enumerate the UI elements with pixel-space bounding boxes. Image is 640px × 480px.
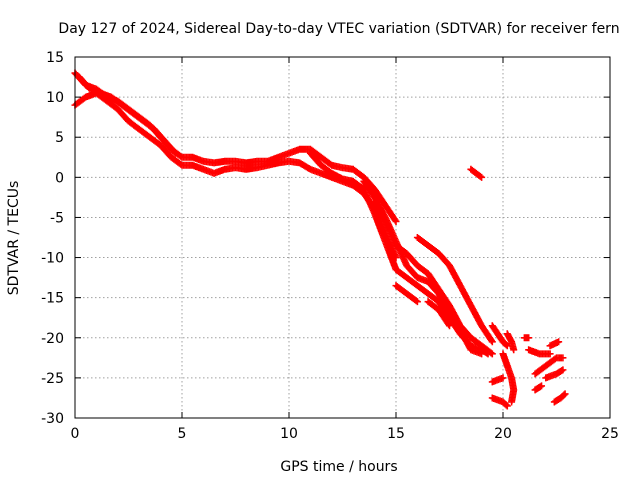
data-point [445,320,453,328]
plot-frame [74,56,611,419]
data-point [446,322,453,330]
data-point [561,390,569,398]
data-point [558,367,566,375]
data-point [499,374,507,382]
data-point [478,173,486,181]
x-tick-label: 20 [494,426,512,442]
y-tick-label: -20 [41,331,64,347]
data-point [502,401,510,409]
data-point [487,349,495,357]
data-point [525,334,533,342]
y-tick-label: -25 [41,371,64,387]
data-point [413,298,421,306]
y-tick-label: 5 [55,130,64,146]
data-point [508,398,516,406]
data-point [392,217,400,225]
data-point [510,346,518,354]
x-tick-label: 25 [601,426,619,442]
y-tick-label: 0 [55,170,64,186]
y-tick-label: -30 [41,411,64,427]
data-point [488,338,496,346]
y-tick-label: -15 [41,291,64,307]
data-point [503,402,511,410]
data-point [476,172,484,180]
x-tick-label: 0 [71,426,80,442]
y-tick-label: 10 [46,90,64,106]
data-point [502,341,510,349]
data-point [487,336,495,344]
x-tick-label: 15 [387,426,405,442]
axis-ticks: 0 5 10 15 20 25 -30 -25 -20 -15 -10 -5 0 5 10 15 [41,50,619,442]
data-point [488,350,496,358]
data-point [559,366,567,374]
data-point [391,216,399,224]
data-point [503,342,511,350]
y-tick-label: -5 [50,210,64,226]
data-point [171,148,179,156]
x-axis-label: GPS time / hours [280,459,397,475]
data-point [560,391,568,399]
data-point [546,350,554,358]
data-point [559,354,567,362]
chart-title: Day 127 of 2024, Sidereal Day-to-day VTE… [58,21,619,37]
data-point [538,382,546,390]
data-point [478,350,486,358]
x-tick-label: 10 [280,426,298,442]
y-tick-label: -10 [41,251,64,267]
data-point [555,338,563,346]
data-point [536,383,544,391]
data-point [412,297,420,305]
x-tick-label: 5 [178,426,187,442]
data-points [71,69,569,410]
y-axis-label: SDTVAR / TECUs [6,181,22,296]
data-point [172,149,180,157]
y-tick-label: 15 [46,50,64,66]
